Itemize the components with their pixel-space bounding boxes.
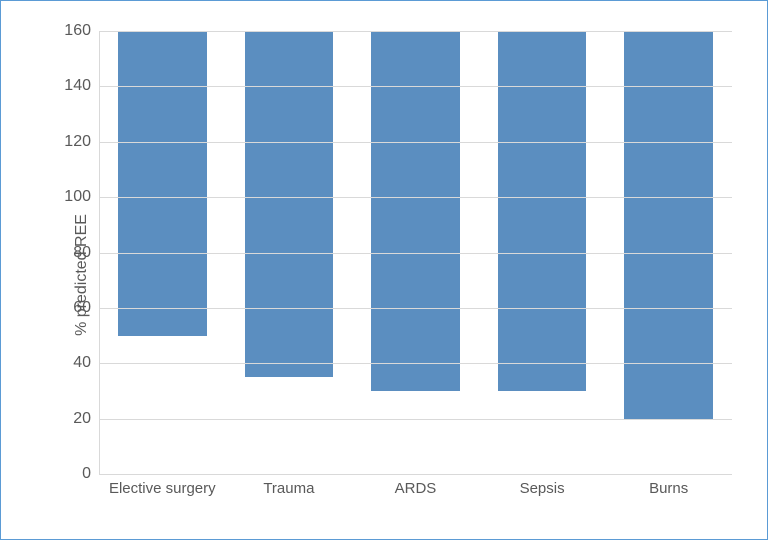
chart-container: % predicted REE 020406080100120140160 El… <box>0 0 768 540</box>
x-axis-labels: Elective surgeryTraumaARDSSepsisBurns <box>99 474 732 529</box>
bar <box>498 31 587 391</box>
y-tick-label: 0 <box>82 465 99 483</box>
gridline <box>99 419 732 420</box>
gridline <box>99 197 732 198</box>
gridline <box>99 363 732 364</box>
bar <box>118 31 207 336</box>
x-tick-label: ARDS <box>352 474 479 529</box>
y-tick-label: 60 <box>73 299 99 317</box>
bar <box>624 31 713 419</box>
y-axis-label: % predicted REE <box>73 214 91 336</box>
y-tick-label: 40 <box>73 354 99 372</box>
gridline <box>99 86 732 87</box>
bar <box>371 31 460 391</box>
y-tick-label: 120 <box>64 133 99 151</box>
gridline <box>99 142 732 143</box>
plot-area: 020406080100120140160 <box>99 31 732 474</box>
y-tick-label: 80 <box>73 244 99 262</box>
gridline <box>99 253 732 254</box>
x-tick-label: Burns <box>605 474 732 529</box>
x-tick-label: Trauma <box>226 474 353 529</box>
y-tick-label: 160 <box>64 22 99 40</box>
bar <box>245 31 334 377</box>
gridline <box>99 31 732 32</box>
x-tick-label: Elective surgery <box>99 474 226 529</box>
chart-inner: % predicted REE 020406080100120140160 El… <box>21 21 747 529</box>
y-tick-label: 20 <box>73 410 99 428</box>
x-tick-label: Sepsis <box>479 474 606 529</box>
y-tick-label: 100 <box>64 188 99 206</box>
y-tick-label: 140 <box>64 77 99 95</box>
gridline <box>99 308 732 309</box>
